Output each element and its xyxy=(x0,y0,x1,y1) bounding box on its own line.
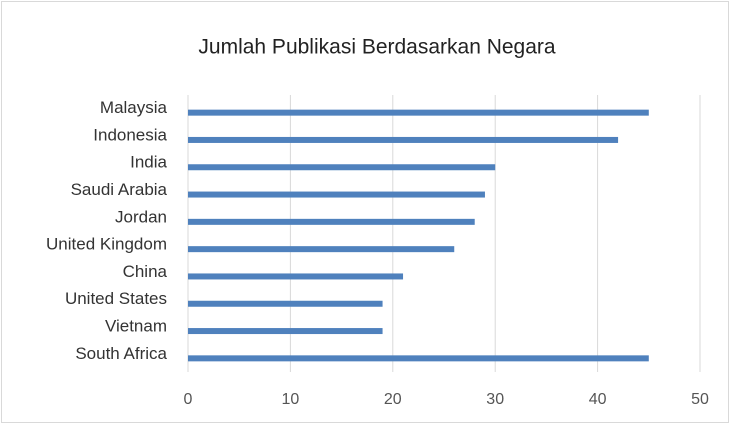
bar xyxy=(188,300,383,307)
bar xyxy=(188,218,475,225)
y-tick-label: Jordan xyxy=(115,207,167,226)
x-tick-label: 40 xyxy=(589,391,607,408)
y-tick-label: Malaysia xyxy=(100,98,168,117)
bar xyxy=(188,164,496,171)
y-tick-label: Saudi Arabia xyxy=(71,180,168,199)
bar xyxy=(188,136,619,143)
x-tick-label: 10 xyxy=(282,391,300,408)
bar xyxy=(188,273,404,280)
y-tick-label: Vietnam xyxy=(105,317,167,336)
y-tick-label: United Kingdom xyxy=(46,235,167,254)
y-tick-label: China xyxy=(123,262,168,281)
x-tick-label: 30 xyxy=(486,391,504,408)
bar xyxy=(188,328,383,335)
chart-title: Jumlah Publikasi Berdasarkan Negara xyxy=(198,36,556,59)
x-tick-label: 50 xyxy=(691,391,709,408)
x-tick-label: 20 xyxy=(384,391,402,408)
y-tick-label: Indonesia xyxy=(93,125,167,144)
y-tick-label: South Africa xyxy=(75,344,167,363)
x-tick-label: 0 xyxy=(184,391,193,408)
bar xyxy=(188,246,455,253)
bar xyxy=(188,109,649,116)
y-tick-label: India xyxy=(130,153,167,172)
bar xyxy=(188,355,649,362)
bar xyxy=(188,191,485,198)
y-tick-label: United States xyxy=(65,289,167,308)
